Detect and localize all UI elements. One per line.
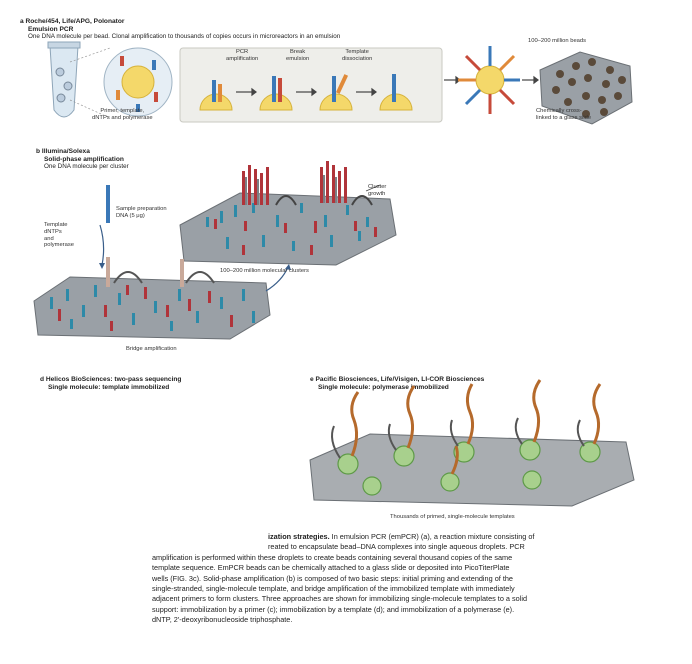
panel-b-description: One DNA molecule per cluster: [44, 163, 129, 170]
polymerase-immobilized-diagram: [309, 379, 635, 507]
caption-line-4: template sequence. EmPCR beads can be ch…: [152, 563, 510, 573]
caption-line-6: single-stranded, single-molecule templat…: [152, 584, 515, 594]
slide-attachment-label: Chemically cross- linked to a glass slid…: [536, 108, 592, 121]
caption-line-8: support: immobilization by a primer (c);…: [152, 604, 515, 614]
cluster-growth-label: Cluster growth: [368, 184, 387, 197]
panel-d-letter: d: [40, 376, 45, 383]
step-break-emulsion: Break emulsion: [286, 49, 310, 62]
cluster-slide: [179, 161, 397, 266]
reaction-mix-label: Primer, template, dNTPs and polymerase: [92, 108, 153, 121]
panel-a-subtitle: Emulsion PCR: [28, 26, 74, 33]
polymerases: [337, 439, 601, 496]
figure-caption: ization strategies. In emulsion PCR (emP…: [152, 532, 622, 626]
solid-phase-diagram: [33, 161, 397, 340]
panel-d-subtitle: Single molecule: template immobilized: [48, 384, 170, 391]
pcr-process-box: [179, 47, 443, 123]
panel-a-title: Roche/454, Life/APG, Polonator: [25, 18, 125, 25]
sample-dna-strand: [106, 185, 110, 223]
caption-line-2: reated to encapsulate bead–DNA complexes…: [268, 542, 525, 552]
panel-d-title: Helicos BioSciences: two-pass sequencing: [45, 376, 182, 383]
amplified-bead: [458, 46, 520, 114]
panel-b-heading: b Illumina/Solexa: [36, 148, 90, 156]
bridge-amplification-label: Bridge amplification: [126, 346, 177, 352]
panel-e-subtitle: Single molecule: polymerase immobilized: [318, 384, 449, 391]
panel-e-bottom-label: Thousands of primed, single-molecule tem…: [390, 514, 515, 520]
caption-line-1-text: In emulsion PCR (emPCR) (a), a reaction …: [329, 532, 535, 541]
caption-line-1: ization strategies. In emulsion PCR (emP…: [152, 532, 622, 542]
bridge-slide: [33, 257, 271, 340]
panel-e-title: Pacific Biosciences, Life/Visigen, LI-CO…: [315, 376, 485, 383]
panel-a-letter: a: [20, 18, 24, 25]
clusters-count-label: 100–200 million molecular clusters: [220, 268, 309, 274]
caption-line-3: amplification is performed within these …: [152, 552, 513, 562]
caption-line-7: adjacent primers to form clusters. Three…: [152, 594, 528, 604]
step-pcr-amplification: PCR amplification: [226, 49, 259, 62]
caption-line-5: wells (FIG. 3c). Solid-phase amplificati…: [152, 573, 513, 583]
panel-d-heading: d Helicos BioSciences: two-pass sequenci…: [40, 376, 181, 384]
polymerase-slide: [309, 433, 635, 507]
panel-b-subtitle: Solid-phase amplification: [44, 156, 124, 163]
microreactor-zoom: [103, 47, 173, 117]
emulsion-pcr-diagram: [47, 41, 633, 125]
panel-a-description: One DNA molecule per bead. Clonal amplif…: [28, 33, 341, 40]
panel-b-title: Illumina/Solexa: [41, 148, 90, 155]
beads-count-label: 100–200 million beads: [528, 38, 587, 44]
primers: [331, 417, 585, 459]
panel-e-letter: e: [310, 376, 314, 383]
bead-stages: [199, 74, 413, 111]
emulsion-tube: [47, 41, 81, 118]
caption-bold-lead: ization strategies.: [268, 532, 330, 541]
sample-dna-label: Sample preparation DNA (5 μg): [116, 206, 167, 219]
bead-slide: [539, 51, 633, 125]
dna-templates: [350, 379, 602, 475]
panel-e-heading: e Pacific Biosciences, Life/Visigen, LI-…: [310, 376, 484, 384]
caption-line-9: dNTP, 2′-deoxyribonucleoside triphosphat…: [152, 615, 293, 625]
step-template-dissociation: Template dissociation: [342, 49, 373, 62]
template-mix-label: Template dNTPs and polymerase: [44, 222, 74, 249]
panel-b-letter: b: [36, 148, 41, 155]
panel-a-heading: a Roche/454, Life/APG, Polonator: [20, 18, 124, 26]
